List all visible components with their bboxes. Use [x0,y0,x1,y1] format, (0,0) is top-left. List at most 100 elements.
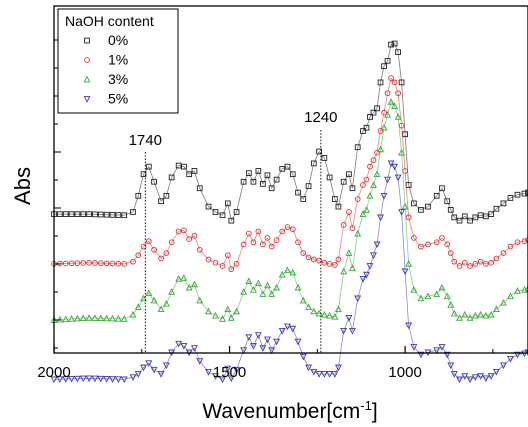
data-point [92,260,98,266]
data-point [300,196,307,202]
data-point [62,376,70,383]
data-point [402,131,408,138]
data-point [451,214,458,221]
data-point [477,373,485,380]
data-point [180,343,188,350]
data-point [387,160,395,168]
x-axis-label-tail: ] [372,400,378,423]
data-point [488,259,494,266]
x-axis-label: Wavenumber[cm-1] [202,398,377,423]
data-point [477,212,484,219]
data-point [168,239,175,246]
data-point [360,128,366,134]
data-point [224,200,231,207]
x-axis-label-sup: -1 [360,398,372,413]
data-point [381,63,387,70]
data-point [157,371,165,378]
data-point [377,214,384,222]
data-point [487,373,495,380]
data-point [186,171,193,178]
data-point [374,105,380,112]
data-point [85,375,93,383]
data-point [264,235,271,241]
data-point [483,213,489,220]
data-point [433,192,440,199]
data-point [294,338,302,346]
data-point [492,368,500,376]
data-point [264,281,271,289]
legend-marker [83,96,91,103]
data-point [62,211,69,218]
data-point [56,315,64,323]
data-point [363,206,370,213]
data-point [97,260,104,266]
data-point [191,232,198,239]
data-point [191,345,198,352]
data-point [417,351,425,359]
data-point [74,211,81,218]
data-point [326,260,333,267]
data-point [521,350,528,358]
data-point [493,205,500,212]
data-point [410,285,418,293]
data-point [233,209,240,215]
data-point [388,75,394,81]
data-point [74,260,81,266]
data-point [326,311,334,319]
data-point [294,283,302,291]
x-axis-label-main: Wavenumber[cm [202,400,360,423]
data-point [219,315,226,322]
data-point [447,206,454,213]
data-point [109,212,116,218]
data-point [456,376,463,384]
data-point [507,292,514,300]
data-point [394,113,402,120]
data-point [315,371,323,378]
data-point [363,124,370,131]
data-point [326,371,334,378]
data-point [273,237,280,243]
data-point [471,311,479,319]
data-point [483,260,489,267]
legend-label: 3% [108,71,128,87]
data-point [212,373,219,380]
data-point [444,198,451,205]
data-point [196,185,203,192]
data-point [191,168,198,174]
data-point [370,181,377,188]
legend-box [57,8,179,114]
data-point [305,364,312,372]
data-point [514,351,521,359]
data-point [461,259,468,266]
data-point [196,296,204,304]
data-point [181,227,187,234]
data-point [443,292,451,300]
data-point [310,160,317,167]
data-point [488,211,494,218]
data-point [305,303,312,310]
data-point [109,314,116,322]
data-point [240,288,248,295]
data-point [507,243,514,250]
data-point [73,375,81,383]
data-point [212,311,219,319]
data-point [191,280,198,288]
data-point [482,311,490,319]
data-point [456,217,463,224]
data-point [68,315,75,322]
data-point [366,192,374,199]
data-point [140,364,147,372]
data-point [384,57,391,64]
data-point [345,249,353,256]
data-point [114,376,122,383]
data-point [398,79,405,86]
data-point [514,287,521,294]
data-point [264,336,271,344]
data-point [284,323,291,331]
data-point [349,225,356,232]
data-point [62,315,70,323]
data-point [326,174,333,181]
data-point [395,49,401,56]
data-point [254,279,262,287]
